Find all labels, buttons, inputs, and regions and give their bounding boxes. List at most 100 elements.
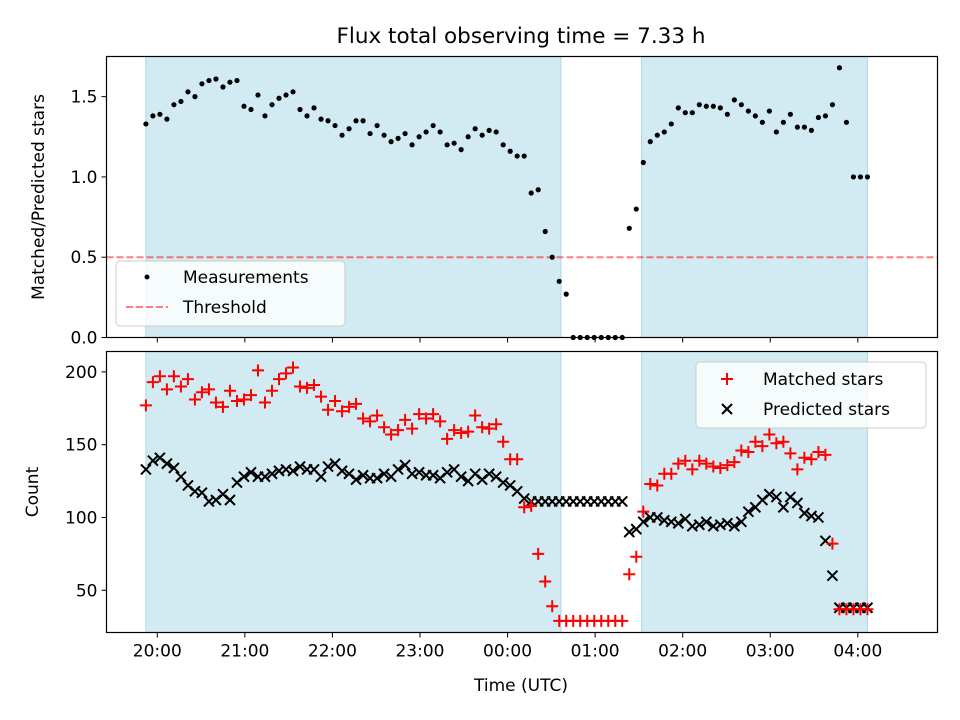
- matched-star-point: [826, 537, 839, 550]
- measurement-point: [325, 118, 331, 124]
- measurement-point: [192, 94, 198, 100]
- matched-star-point: [301, 381, 314, 394]
- measurement-point: [199, 81, 205, 87]
- xtick-label: 03:00: [746, 642, 795, 662]
- matched-star-point: [441, 432, 454, 445]
- matched-star-point: [237, 393, 250, 406]
- matched-star-point: [294, 380, 307, 393]
- ytick-label: 1.0: [70, 168, 97, 188]
- measurement-point: [822, 113, 829, 119]
- predicted-star-point: [245, 466, 257, 479]
- ytick-label: 200: [65, 363, 97, 383]
- matched-star-point: [749, 435, 762, 448]
- matched-star-point: [244, 389, 257, 402]
- matched-star-point: [707, 460, 720, 473]
- predicted-star-point: [224, 494, 236, 506]
- top-legend-frame: [115, 260, 346, 327]
- predicted-star-point: [287, 465, 299, 477]
- matched-star-point: [679, 454, 692, 467]
- matched-star-point: [665, 467, 678, 480]
- matched-star-point: [455, 427, 468, 440]
- predicted-star-point: [140, 463, 152, 476]
- matched-star-point: [714, 461, 727, 474]
- legend-measurements-label: Measurements: [183, 268, 309, 288]
- measurement-point: [374, 122, 380, 129]
- measurement-point: [402, 130, 408, 137]
- xtick-label: 00:00: [483, 642, 532, 662]
- measurement-point: [542, 228, 548, 235]
- measurement-point: [752, 113, 758, 119]
- predicted-star-point: [763, 488, 776, 500]
- measurement-point: [493, 129, 499, 135]
- predicted-star-point: [322, 460, 334, 473]
- legend-threshold-label: Threshold: [182, 298, 267, 318]
- matched-star-point: [644, 477, 657, 490]
- measurement-point: [423, 129, 429, 135]
- predicted-star-point: [238, 471, 250, 483]
- measurement-point: [234, 77, 240, 84]
- measurement-point: [633, 206, 639, 212]
- measurement-point: [787, 111, 793, 117]
- measurement-point: [843, 119, 850, 125]
- matched-star-point: [230, 395, 243, 408]
- measurement-point: [241, 103, 247, 109]
- xtick-label: 21:00: [220, 642, 269, 662]
- matched-star-point: [469, 409, 482, 422]
- ytick-label: 0.5: [70, 248, 97, 268]
- measurement-point: [850, 174, 857, 180]
- measurement-point: [283, 92, 289, 98]
- ytick-label: 50: [76, 581, 98, 601]
- measurement-point: [556, 278, 562, 284]
- matched-star-point: [315, 390, 328, 403]
- measurement-point: [563, 291, 569, 297]
- bottom-xlabel: Time (UTC): [473, 676, 568, 696]
- measurement-point: [696, 102, 702, 108]
- matched-star-point: [195, 386, 208, 399]
- matched-star-point: [251, 364, 264, 377]
- matched-star-point: [188, 393, 201, 406]
- matched-star-point: [483, 422, 496, 435]
- measurement-point: [297, 106, 303, 113]
- predicted-star-point: [357, 469, 369, 481]
- measurement-point: [668, 121, 674, 127]
- measurement-point: [276, 95, 282, 101]
- measurement-point: [647, 139, 653, 145]
- matched-star-point: [637, 505, 650, 518]
- measurement-point: [409, 142, 415, 148]
- matched-star-point: [819, 448, 832, 461]
- top-panel: 0.0 0.5 1.0 1.5 Matched/Predicted stars Mea…: [29, 55, 939, 349]
- matched-star-point: [532, 547, 545, 560]
- measurement-point: [206, 77, 212, 84]
- matched-star-point: [364, 415, 377, 428]
- measurement-point: [304, 113, 310, 119]
- measurement-point: [689, 110, 695, 116]
- matched-star-point: [258, 396, 271, 409]
- predicted-star-point: [259, 471, 271, 483]
- matched-star-point: [623, 568, 636, 581]
- measurement-point: [311, 105, 317, 111]
- matched-star-point: [490, 418, 503, 431]
- legend-matched-label: Matched stars: [763, 370, 883, 390]
- measurement-point: [143, 121, 149, 127]
- top-legend: Measurements Threshold: [115, 260, 346, 327]
- ytick-label: 150: [65, 436, 97, 456]
- matched-star-point: [427, 408, 440, 421]
- matched-star-point: [280, 367, 293, 380]
- measurement-point: [185, 89, 191, 95]
- matched-star-point: [770, 437, 783, 450]
- predicted-star-point: [175, 471, 187, 483]
- measurement-point: [465, 134, 471, 140]
- measurement-point: [269, 102, 275, 108]
- measurement-point: [360, 118, 366, 124]
- predicted-star-point: [616, 495, 628, 508]
- matched-star-point: [399, 413, 412, 426]
- measurement-point: [472, 126, 478, 132]
- matched-star-point: [742, 445, 755, 458]
- matched-star-point: [357, 412, 370, 425]
- matched-star-point: [322, 403, 335, 416]
- matched-star-point: [167, 370, 180, 383]
- matched-star-point: [784, 447, 797, 460]
- predicted-star-point: [721, 517, 734, 530]
- predicted-star-point: [735, 516, 748, 528]
- predicted-star-point: [336, 465, 348, 477]
